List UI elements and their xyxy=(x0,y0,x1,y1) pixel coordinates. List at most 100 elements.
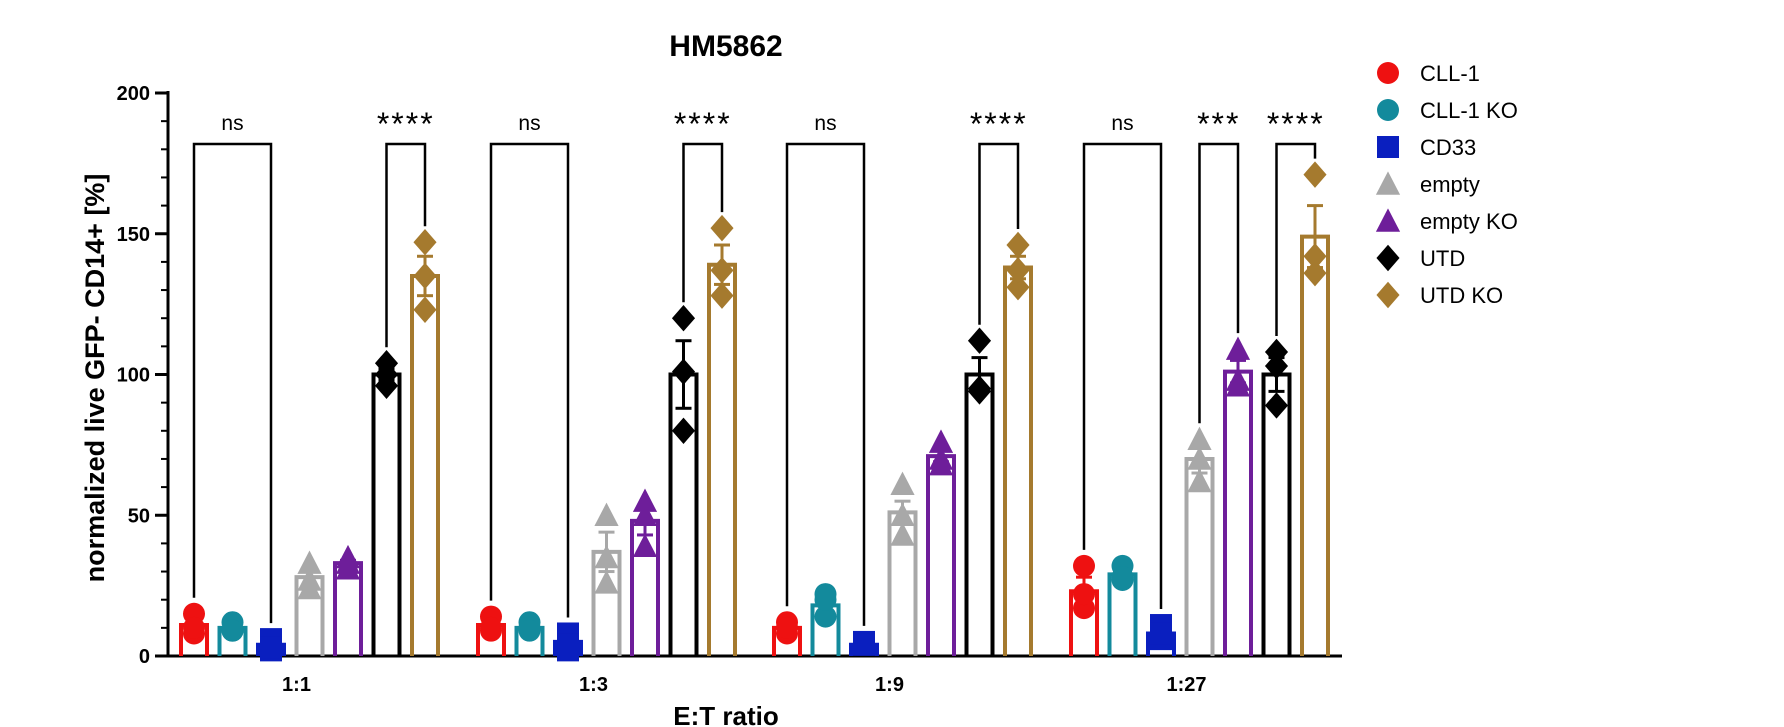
bar-group xyxy=(1223,336,1253,656)
axes: 0 50 100 150 200 1:1 1:3 1:9 1:27 xyxy=(117,83,1342,696)
significance-label: ns xyxy=(518,112,540,135)
bar-group xyxy=(179,602,209,656)
bar-group xyxy=(1146,614,1176,656)
bar-group xyxy=(772,611,802,656)
legend-label: empty KO xyxy=(1420,209,1518,234)
bracket-line xyxy=(192,142,273,624)
significance-label: *** xyxy=(1197,106,1240,142)
x-tick-label: 1:27 xyxy=(1166,674,1206,696)
legend-label: UTD KO xyxy=(1420,283,1503,308)
data-point xyxy=(413,228,437,256)
data-point xyxy=(671,358,696,385)
y-axis-label: normalized live GFP- CD14+ [%] xyxy=(80,174,110,583)
bar-group xyxy=(553,622,583,662)
data-point xyxy=(1225,367,1251,391)
bracket-line xyxy=(1198,142,1240,424)
data-point xyxy=(632,502,658,527)
data-point xyxy=(1264,392,1289,419)
data-point xyxy=(1006,257,1030,284)
bar-group xyxy=(410,228,440,656)
significance-bracket: *** xyxy=(1197,106,1240,424)
data-point xyxy=(710,282,734,309)
significance-label: ns xyxy=(814,112,836,135)
data-point xyxy=(518,619,541,642)
data-point xyxy=(374,361,399,388)
data-point xyxy=(1303,243,1327,270)
x-tick-label: 1:9 xyxy=(875,674,904,696)
bar-group xyxy=(294,550,325,656)
bar-group xyxy=(256,628,286,662)
legend-marker xyxy=(1377,136,1399,158)
y-tick-label: 50 xyxy=(128,505,150,527)
significance-label: **** xyxy=(377,106,435,142)
x-tick-label: 1:1 xyxy=(282,674,311,696)
data-point xyxy=(335,550,361,574)
data-point xyxy=(967,375,992,402)
data-point xyxy=(853,633,875,656)
data-point xyxy=(1303,259,1327,287)
bar-group xyxy=(630,488,660,656)
legend-item: CD33 xyxy=(1377,135,1476,160)
data-point xyxy=(1187,468,1212,493)
bar-group xyxy=(217,611,248,656)
significance-bracket: ns xyxy=(192,112,273,624)
data-point xyxy=(814,605,837,628)
legend-item: empty xyxy=(1375,171,1480,197)
significance-bracket: **** xyxy=(970,106,1026,325)
bar xyxy=(1003,265,1033,656)
legend-label: CD33 xyxy=(1420,135,1476,160)
data-point xyxy=(1150,622,1172,645)
legend-label: CLL-1 KO xyxy=(1420,98,1518,123)
data-point xyxy=(183,616,205,639)
legend-item: CLL-1 KO xyxy=(1377,98,1518,123)
data-point xyxy=(1073,583,1095,606)
legend-item: empty KO xyxy=(1375,208,1518,234)
bar xyxy=(926,454,956,656)
data-point xyxy=(1111,566,1134,589)
data-point xyxy=(413,296,437,323)
bar-group xyxy=(668,305,699,656)
data-point xyxy=(557,633,579,656)
bar-group xyxy=(1300,161,1330,656)
bar-group xyxy=(591,502,622,656)
data-point xyxy=(814,588,837,611)
data-point xyxy=(1264,352,1289,380)
significance-bracket: **** xyxy=(1267,106,1323,336)
bracket-line xyxy=(385,142,427,348)
chart-title: HM5862 xyxy=(669,30,782,63)
significance-label: **** xyxy=(674,106,732,142)
data-point xyxy=(594,570,619,594)
bar-group xyxy=(514,611,545,656)
data-point xyxy=(480,616,502,639)
bar-group xyxy=(476,605,506,656)
bar-group xyxy=(926,429,956,656)
bar-group xyxy=(887,471,918,656)
bracket-line xyxy=(785,142,866,626)
legend-item: UTD KO xyxy=(1376,281,1503,309)
bar-group xyxy=(707,214,737,656)
legend-marker xyxy=(1376,281,1400,309)
legend-marker xyxy=(1375,171,1401,195)
significance-brackets: ns **** ns **** ns **** ns *** **** xyxy=(192,106,1323,626)
legend-label: empty xyxy=(1420,172,1480,197)
data-point xyxy=(1187,426,1212,450)
bar-group xyxy=(810,583,841,656)
data-point xyxy=(1006,274,1030,301)
bar xyxy=(668,372,699,656)
data-point xyxy=(967,327,992,354)
data-point xyxy=(1225,336,1251,360)
data-point xyxy=(221,619,244,642)
bar-group xyxy=(964,327,995,656)
bar xyxy=(371,372,402,656)
x-axis-label: E:T ratio xyxy=(673,701,778,727)
data-point xyxy=(632,488,658,512)
data-point xyxy=(890,471,915,496)
legend-item: CLL-1 xyxy=(1377,61,1480,86)
data-point xyxy=(890,522,915,546)
bar-group xyxy=(333,544,363,656)
significance-bracket: ns xyxy=(1082,112,1163,610)
data-point xyxy=(1006,231,1030,259)
data-point xyxy=(1264,338,1289,366)
data-point xyxy=(671,305,696,332)
y-tick-label: 100 xyxy=(117,365,150,387)
